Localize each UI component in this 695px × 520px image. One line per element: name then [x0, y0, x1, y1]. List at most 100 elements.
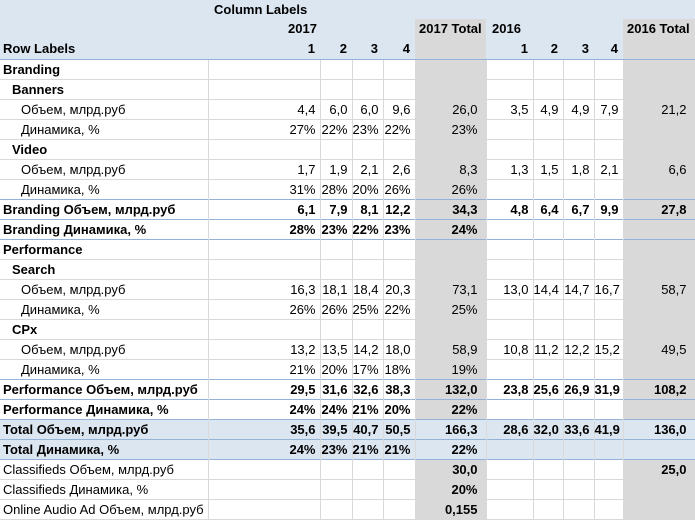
value-cell[interactable] [563, 498, 595, 520]
value-cell[interactable]: 41,9 [594, 418, 624, 439]
quarter-header-2017-q4[interactable]: 4 [383, 38, 415, 60]
value-cell[interactable] [320, 258, 353, 279]
value-cell[interactable]: 1,3 [486, 158, 534, 179]
value-cell[interactable] [594, 138, 624, 159]
value-cell[interactable] [415, 318, 487, 339]
value-cell[interactable] [533, 358, 564, 379]
value-cell[interactable] [623, 238, 695, 259]
value-cell[interactable]: 28% [320, 178, 353, 199]
value-cell[interactable]: 21% [282, 358, 321, 379]
value-cell[interactable]: 7,9 [594, 98, 624, 119]
spacer-cell[interactable] [208, 298, 282, 319]
value-cell[interactable]: 50,5 [383, 418, 416, 439]
value-cell[interactable] [533, 438, 564, 459]
value-cell[interactable]: 18,4 [352, 278, 384, 299]
value-cell[interactable] [594, 78, 624, 99]
quarter-header-2017-q2[interactable]: 2 [320, 38, 352, 60]
value-cell[interactable] [563, 298, 595, 319]
value-cell[interactable] [352, 498, 384, 520]
spacer-cell[interactable] [208, 138, 282, 159]
spacer-cell[interactable] [208, 118, 282, 139]
value-cell[interactable]: 16,7 [594, 278, 624, 299]
value-cell[interactable] [594, 438, 624, 459]
value-cell[interactable] [563, 438, 595, 459]
value-cell[interactable]: 7,9 [320, 198, 353, 219]
spacer-cell[interactable] [208, 398, 282, 419]
spacer-cell[interactable] [208, 358, 282, 379]
value-cell[interactable]: 14,2 [352, 338, 384, 359]
spacer-cell[interactable] [208, 438, 282, 459]
value-cell[interactable]: 18% [383, 358, 416, 379]
value-cell[interactable] [486, 238, 534, 259]
value-cell[interactable] [352, 138, 384, 159]
value-cell[interactable] [415, 258, 487, 279]
column-labels-header[interactable]: Column Labels [208, 0, 695, 19]
value-cell[interactable]: 31% [282, 178, 321, 199]
row-label[interactable]: Динамика, % [0, 358, 209, 379]
value-cell[interactable] [594, 178, 624, 199]
value-cell[interactable] [383, 258, 416, 279]
value-cell[interactable]: 17% [352, 358, 384, 379]
value-cell[interactable] [623, 478, 695, 499]
value-cell[interactable]: 25% [352, 298, 384, 319]
value-cell[interactable] [623, 138, 695, 159]
value-cell[interactable]: 20% [320, 358, 353, 379]
value-cell[interactable] [594, 498, 624, 520]
value-cell[interactable]: 58,7 [623, 278, 695, 299]
value-cell[interactable]: 4,9 [563, 98, 595, 119]
empty-cell[interactable] [0, 19, 208, 38]
value-cell[interactable] [383, 78, 416, 99]
quarter-header-2016-q3[interactable]: 3 [563, 38, 594, 60]
value-cell[interactable]: 25,0 [623, 458, 695, 479]
row-label[interactable]: Banners [0, 78, 209, 99]
spacer-cell[interactable] [208, 78, 282, 99]
value-cell[interactable]: 6,6 [623, 158, 695, 179]
value-cell[interactable] [623, 59, 695, 79]
value-cell[interactable] [282, 78, 321, 99]
value-cell[interactable]: 24% [282, 398, 321, 419]
value-cell[interactable] [415, 59, 487, 79]
value-cell[interactable]: 26% [320, 298, 353, 319]
value-cell[interactable] [563, 398, 595, 419]
value-cell[interactable]: 4,4 [282, 98, 321, 119]
value-cell[interactable] [533, 238, 564, 259]
value-cell[interactable] [486, 398, 534, 419]
quarter-header-2016-q2[interactable]: 2 [533, 38, 563, 60]
value-cell[interactable]: 38,3 [383, 378, 416, 399]
value-cell[interactable]: 26% [383, 178, 416, 199]
value-cell[interactable]: 2,1 [352, 158, 384, 179]
row-label[interactable]: Total Динамика, % [0, 438, 209, 459]
value-cell[interactable]: 22% [320, 118, 353, 139]
value-cell[interactable] [415, 138, 487, 159]
value-cell[interactable] [282, 478, 321, 499]
value-cell[interactable]: 3,5 [486, 98, 534, 119]
value-cell[interactable]: 31,9 [594, 378, 624, 399]
value-cell[interactable]: 2,1 [594, 158, 624, 179]
value-cell[interactable] [320, 238, 353, 259]
value-cell[interactable] [486, 458, 534, 479]
value-cell[interactable] [594, 358, 624, 379]
value-cell[interactable] [594, 298, 624, 319]
value-cell[interactable] [282, 498, 321, 520]
value-cell[interactable] [533, 298, 564, 319]
value-cell[interactable]: 24% [282, 438, 321, 459]
value-cell[interactable]: 18,0 [383, 338, 416, 359]
value-cell[interactable] [320, 498, 353, 520]
value-cell[interactable]: 6,1 [282, 198, 321, 219]
value-cell[interactable]: 26% [282, 298, 321, 319]
row-label[interactable]: Объем, млрд.руб [0, 278, 209, 299]
row-labels-header[interactable]: Row Labels [0, 38, 208, 60]
value-cell[interactable] [415, 238, 487, 259]
value-cell[interactable]: 6,4 [533, 198, 564, 219]
value-cell[interactable] [320, 78, 353, 99]
value-cell[interactable] [533, 78, 564, 99]
value-cell[interactable]: 16,3 [282, 278, 321, 299]
value-cell[interactable] [623, 218, 695, 239]
value-cell[interactable] [533, 218, 564, 239]
spacer-cell[interactable] [208, 418, 282, 439]
value-cell[interactable] [486, 178, 534, 199]
value-cell[interactable] [594, 59, 624, 79]
row-label[interactable]: Online Audio Ad Объем, млрд.руб [0, 498, 209, 520]
value-cell[interactable]: 23% [415, 118, 487, 139]
value-cell[interactable]: 4,8 [486, 198, 534, 219]
